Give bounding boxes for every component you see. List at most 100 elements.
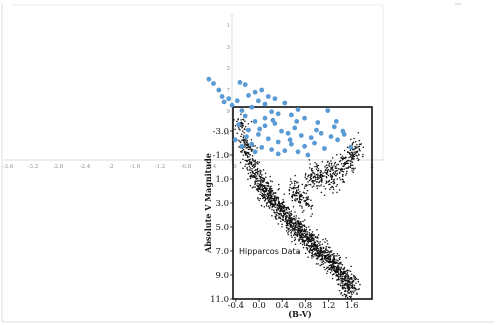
star-point <box>338 254 340 257</box>
star-point <box>312 182 314 184</box>
star-point <box>271 206 273 208</box>
star-point <box>253 176 255 178</box>
blue-point <box>292 125 298 131</box>
star-point <box>320 184 323 186</box>
star-point <box>254 180 256 183</box>
star-point <box>295 215 297 217</box>
star-point <box>260 170 262 172</box>
star-point <box>246 169 249 171</box>
star-point <box>300 222 302 224</box>
star-point <box>329 264 332 267</box>
blue-point <box>331 124 337 130</box>
star-point <box>331 172 334 175</box>
star-point <box>332 192 334 194</box>
star-point <box>306 237 308 240</box>
star-point <box>323 194 326 197</box>
star-point <box>323 258 326 260</box>
star-point <box>245 153 248 155</box>
star-point <box>350 286 353 288</box>
star-point <box>333 163 336 165</box>
star-point <box>331 185 333 188</box>
star-point <box>341 288 344 290</box>
star-point <box>324 268 326 271</box>
star-point <box>298 217 300 219</box>
star-point <box>354 145 356 148</box>
star-point <box>333 173 335 176</box>
star-point <box>307 181 309 183</box>
star-point <box>334 255 336 257</box>
star-point <box>293 180 296 182</box>
star-point <box>317 234 320 236</box>
star-point <box>354 276 357 278</box>
star-point <box>339 269 342 272</box>
star-point <box>343 286 345 288</box>
star-point <box>351 167 353 170</box>
star-point <box>332 268 335 270</box>
blue-point <box>246 127 251 133</box>
star-point <box>341 170 343 172</box>
blue-point <box>269 109 274 115</box>
star-point <box>272 193 274 195</box>
star-point <box>256 147 258 149</box>
star-point <box>350 156 352 158</box>
star-point <box>245 141 248 144</box>
star-point <box>346 160 348 163</box>
star-point <box>275 211 277 214</box>
star-point <box>341 275 344 278</box>
star-point <box>263 180 265 182</box>
blue-point <box>219 94 225 99</box>
star-point <box>318 177 320 179</box>
star-point <box>294 236 296 239</box>
star-point <box>317 263 319 265</box>
star-point <box>283 205 285 208</box>
star-point <box>341 175 344 177</box>
star-point <box>292 190 295 193</box>
star-point <box>330 187 332 189</box>
star-point <box>341 286 344 289</box>
star-point <box>261 174 263 176</box>
main-y-tick: 3.0 <box>215 199 229 209</box>
star-point <box>284 210 286 212</box>
star-point <box>260 178 262 181</box>
star-point <box>326 170 329 172</box>
blue-point <box>294 119 300 124</box>
blue-point <box>279 128 284 134</box>
star-point <box>295 223 297 225</box>
star-point <box>239 161 242 164</box>
star-point <box>340 285 342 287</box>
star-point <box>258 175 261 178</box>
star-point <box>296 222 299 225</box>
star-point <box>343 149 346 152</box>
star-point <box>254 163 256 165</box>
star-point <box>241 122 243 124</box>
star-point <box>345 290 347 292</box>
star-point <box>290 232 292 234</box>
star-point <box>328 252 331 254</box>
blue-point <box>325 108 331 113</box>
star-point <box>294 238 297 240</box>
star-point <box>340 293 342 295</box>
star-point <box>240 119 242 121</box>
ghost-x-tick: -0.4 <box>206 164 217 170</box>
star-point <box>289 221 291 224</box>
star-point <box>244 140 247 142</box>
star-point <box>286 214 288 217</box>
star-point <box>298 239 300 242</box>
star-point <box>356 150 359 153</box>
star-point <box>305 197 307 199</box>
star-point <box>294 219 297 221</box>
blue-point <box>242 113 248 119</box>
star-point <box>331 267 334 269</box>
star-point <box>251 155 254 157</box>
star-point <box>273 195 275 197</box>
star-point <box>249 172 252 174</box>
star-point <box>313 245 315 247</box>
star-point <box>247 143 250 146</box>
star-point <box>319 185 321 187</box>
star-point <box>361 155 364 158</box>
star-point <box>331 175 334 177</box>
star-point <box>313 185 315 187</box>
star-point <box>261 179 264 182</box>
star-point <box>253 164 255 167</box>
